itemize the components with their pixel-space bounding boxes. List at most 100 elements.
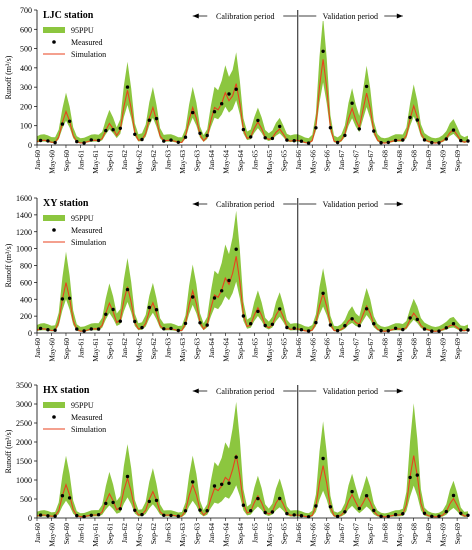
x-tick-label: May-62 xyxy=(134,150,143,174)
measured-point xyxy=(379,141,383,145)
measured-point xyxy=(154,498,159,503)
measured-point xyxy=(82,329,86,333)
x-tick-label: May-62 xyxy=(134,338,143,362)
measured-point xyxy=(306,329,311,333)
x-tick-label: Sep-69 xyxy=(453,523,462,544)
measured-point xyxy=(38,326,43,331)
x-tick-label: Sep-65 xyxy=(279,150,288,171)
y-tick-label: 100 xyxy=(20,122,32,131)
measured-point xyxy=(198,508,202,512)
measured-point xyxy=(212,296,217,300)
x-tick-label: Jan-67 xyxy=(337,338,346,358)
x-tick-label: May-67 xyxy=(352,523,361,547)
measured-point xyxy=(46,328,50,332)
measured-point xyxy=(67,496,72,500)
measured-point xyxy=(393,326,398,330)
validation-period-label: Validation period xyxy=(323,200,378,209)
measured-point xyxy=(256,496,260,501)
measured-point xyxy=(285,138,289,142)
measured-point xyxy=(96,138,101,143)
x-tick-label: May-60 xyxy=(47,523,56,547)
measured-point xyxy=(147,499,151,504)
measured-point xyxy=(393,138,398,143)
y-tick-label: 0 xyxy=(28,329,32,338)
y-tick-label: 200 xyxy=(20,312,32,321)
x-tick-label: Sep-62 xyxy=(149,523,158,544)
measured-point xyxy=(306,141,311,145)
x-tick-label: May-61 xyxy=(91,150,100,174)
measured-point xyxy=(53,140,57,145)
x-tick-label: Jan-63 xyxy=(163,150,172,170)
measured-point xyxy=(104,501,108,506)
measured-point xyxy=(343,510,347,514)
measured-point xyxy=(176,328,180,333)
measured-point xyxy=(96,327,101,331)
measured-point xyxy=(459,328,463,332)
measured-point xyxy=(125,474,130,479)
x-tick-label: Sep-63 xyxy=(192,523,201,544)
measured-point xyxy=(328,126,333,130)
measured-point xyxy=(430,329,434,333)
x-tick-label: Jan-64 xyxy=(207,338,216,358)
x-tick-label: Sep-66 xyxy=(323,523,332,544)
legend-ppu-swatch xyxy=(43,215,65,221)
x-tick-label: Jan-68 xyxy=(381,338,390,358)
x-tick-label: May-61 xyxy=(91,338,100,362)
measured-point xyxy=(364,494,369,498)
x-tick-label: May-62 xyxy=(134,523,143,547)
x-tick-label: Jan-68 xyxy=(381,523,390,543)
measured-point xyxy=(191,480,195,484)
legend-ppu-swatch xyxy=(43,27,65,33)
measured-point xyxy=(401,138,405,142)
x-tick-label: Jan-66 xyxy=(294,523,303,543)
measured-point xyxy=(176,140,180,144)
measured-point xyxy=(169,138,173,142)
y-tick-label: 1200 xyxy=(16,228,32,237)
measured-point xyxy=(46,514,50,518)
measured-point xyxy=(220,289,224,293)
measured-point xyxy=(162,139,166,143)
measured-point xyxy=(321,49,325,53)
measured-point xyxy=(53,328,57,332)
measured-point xyxy=(466,513,470,517)
x-tick-label: Jan-61 xyxy=(76,523,85,543)
x-tick-label: May-60 xyxy=(47,150,56,174)
x-tick-label: Sep-65 xyxy=(279,523,288,544)
measured-point xyxy=(212,484,217,488)
measured-point xyxy=(249,509,253,513)
measured-point xyxy=(393,512,398,517)
measured-point xyxy=(154,308,159,312)
y-tick-label: 1400 xyxy=(16,211,32,220)
x-tick-label: May-66 xyxy=(308,338,317,362)
measured-point xyxy=(241,503,246,507)
measured-point xyxy=(147,305,151,310)
measured-point xyxy=(278,124,282,129)
measured-point xyxy=(422,327,427,331)
measured-point xyxy=(335,328,340,333)
measured-point xyxy=(140,137,144,142)
measured-point xyxy=(111,128,115,132)
measured-point xyxy=(205,509,209,513)
x-tick-label: Sep-68 xyxy=(410,338,419,359)
y-tick-label: 800 xyxy=(20,262,32,271)
measured-point xyxy=(82,515,86,519)
measured-point xyxy=(459,138,463,143)
measured-point xyxy=(357,127,361,131)
x-tick-label: Jan-67 xyxy=(337,523,346,543)
measured-point xyxy=(386,514,390,519)
measured-point xyxy=(183,321,188,326)
measured-point xyxy=(437,141,441,145)
x-tick-label: Jan-69 xyxy=(424,150,433,170)
measured-point xyxy=(256,309,260,314)
legend-measured-swatch xyxy=(52,228,56,232)
x-tick-label: May-69 xyxy=(439,523,448,547)
x-tick-label: Jan-62 xyxy=(120,150,129,170)
measured-point xyxy=(53,514,57,518)
x-tick-label: Sep-69 xyxy=(453,338,462,359)
measured-point xyxy=(249,135,253,139)
y-axis-label: Runoff (m³/s) xyxy=(4,243,13,287)
x-tick-label: Jan-61 xyxy=(76,150,85,170)
y-tick-label: 700 xyxy=(20,6,32,15)
x-tick-label: May-60 xyxy=(47,338,56,362)
